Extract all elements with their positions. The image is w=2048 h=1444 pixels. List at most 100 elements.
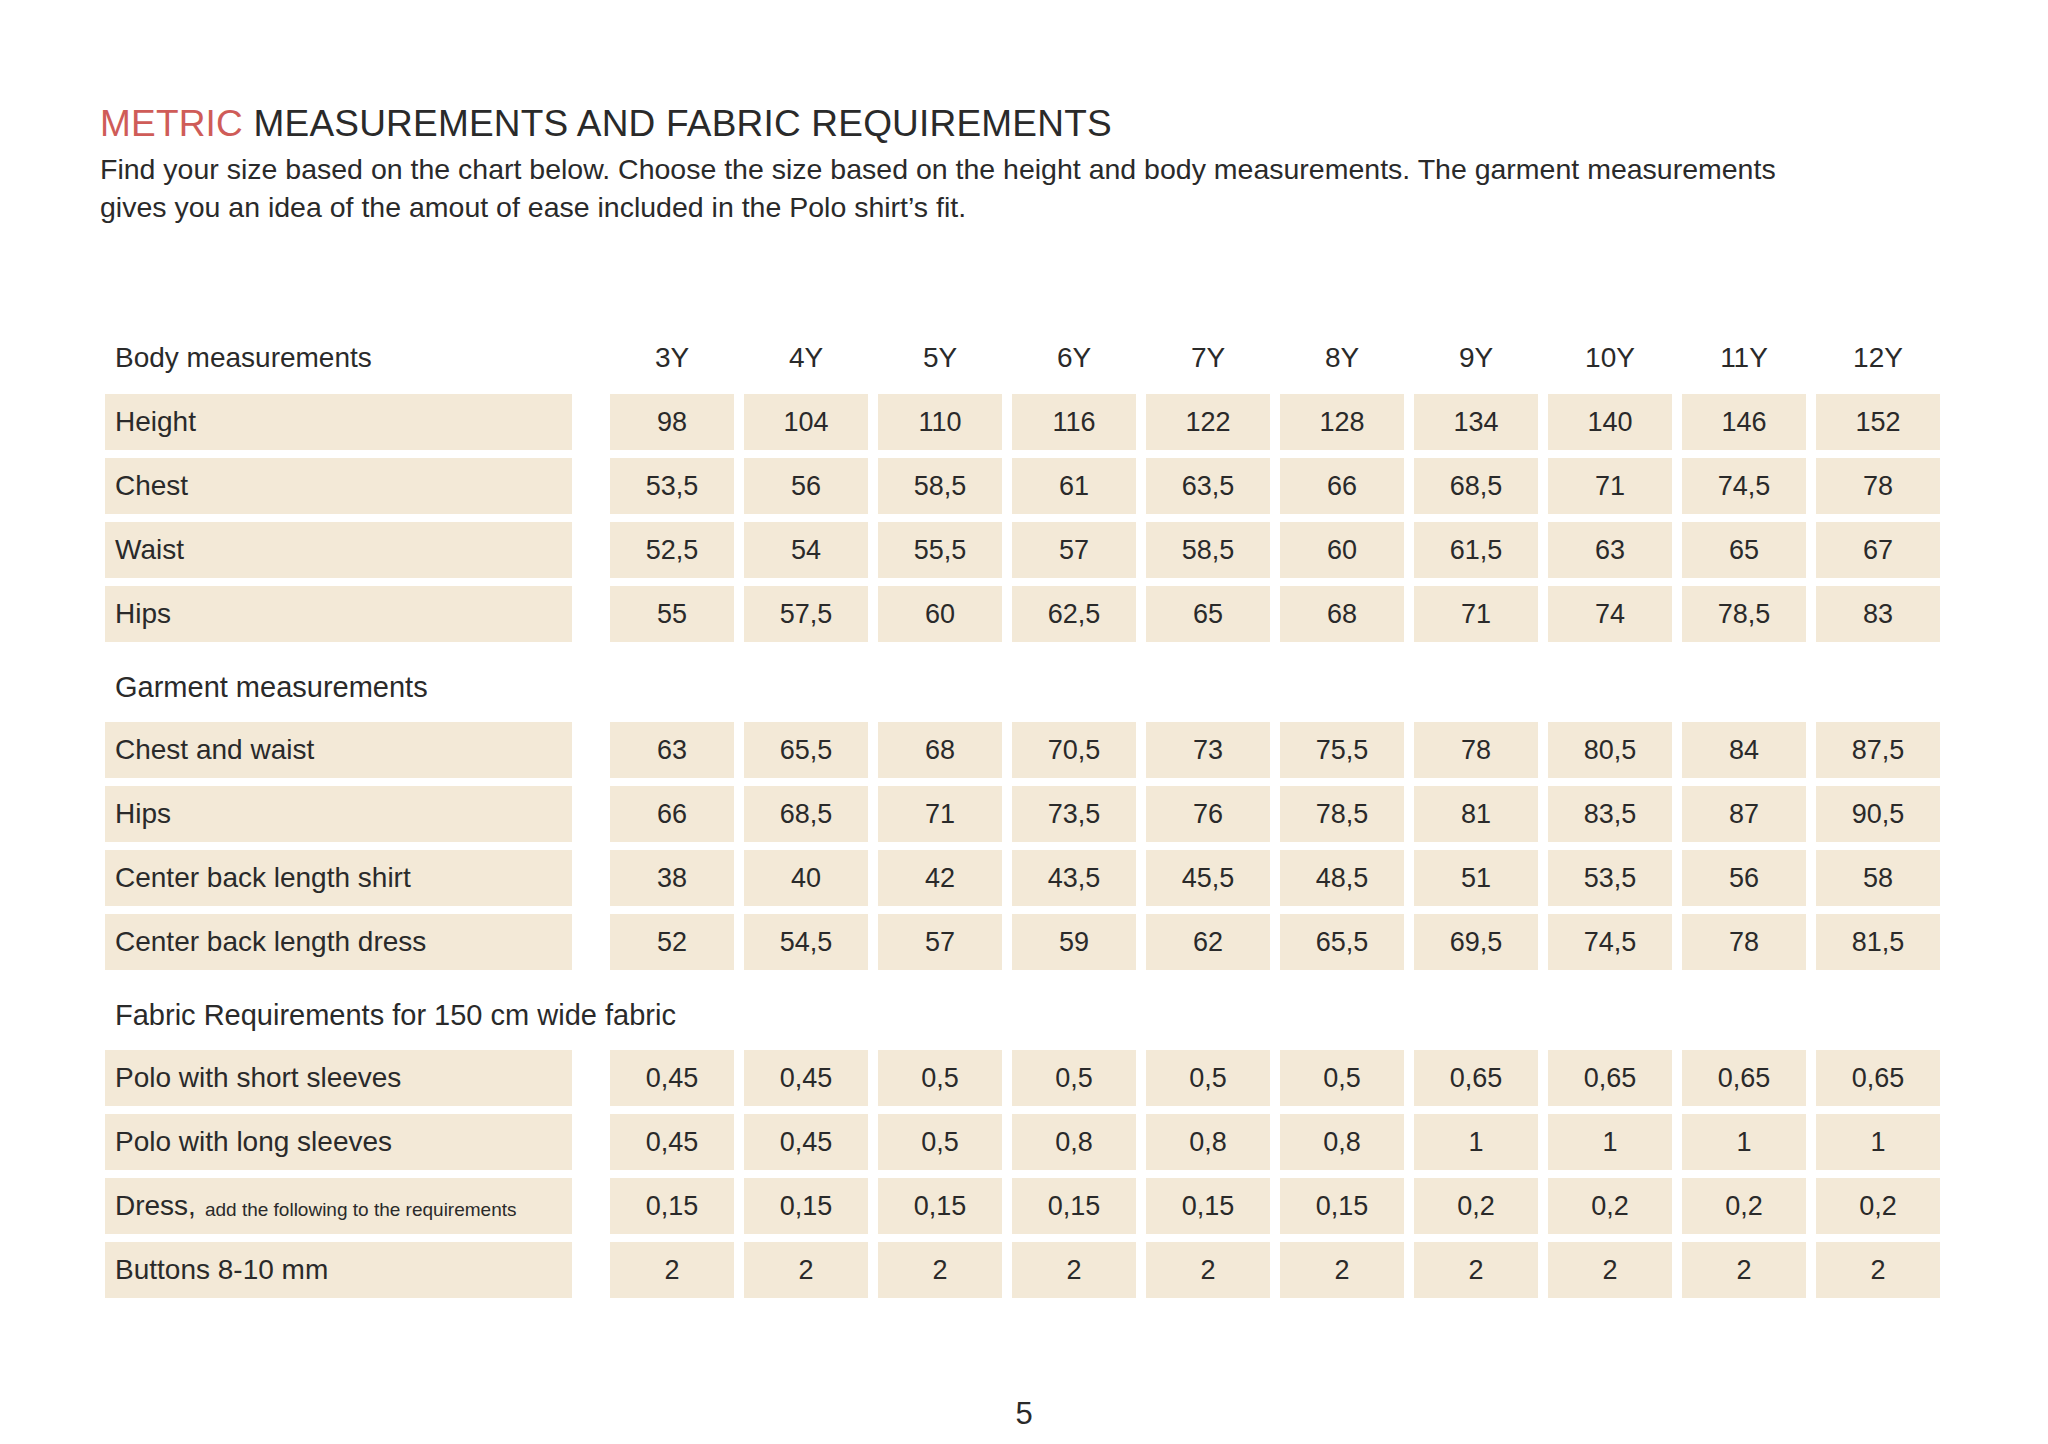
value-cell: 57 bbox=[1012, 522, 1136, 578]
row-label-text: Chest and waist bbox=[115, 734, 314, 766]
value-cell: 2 bbox=[1682, 1242, 1806, 1298]
row-label-text: Chest bbox=[115, 470, 188, 502]
value-cell: 56 bbox=[744, 458, 868, 514]
value-cell: 53,5 bbox=[610, 458, 734, 514]
value-cell: 2 bbox=[1012, 1242, 1136, 1298]
value-cell: 116 bbox=[1012, 394, 1136, 450]
table-row: Center back length dress5254,557596265,5… bbox=[105, 914, 1940, 970]
value-cell: 53,5 bbox=[1548, 850, 1672, 906]
row-label-text: Polo with short sleeves bbox=[115, 1062, 401, 1094]
value-cell: 80,5 bbox=[1548, 722, 1672, 778]
value-cell: 66 bbox=[610, 786, 734, 842]
value-cell: 98 bbox=[610, 394, 734, 450]
row-label-note: add the following to the requirements bbox=[205, 1192, 517, 1221]
row-label-text: Hips bbox=[115, 798, 171, 830]
size-column-header: 5Y bbox=[878, 330, 1002, 386]
table-section-header-row: Fabric Requirements for 150 cm wide fabr… bbox=[105, 978, 1940, 1042]
section-header-label: Fabric Requirements for 150 cm wide fabr… bbox=[105, 978, 1902, 1042]
size-column-header: 12Y bbox=[1816, 330, 1940, 386]
value-cell: 2 bbox=[744, 1242, 868, 1298]
table-section-header-row: Garment measurements bbox=[105, 650, 1940, 714]
value-cell: 0,8 bbox=[1012, 1114, 1136, 1170]
value-cell: 0,15 bbox=[610, 1178, 734, 1234]
value-cell: 2 bbox=[1816, 1242, 1940, 1298]
row-label: Height bbox=[105, 394, 572, 450]
value-cell: 74 bbox=[1548, 586, 1672, 642]
row-label: Polo with short sleeves bbox=[105, 1050, 572, 1106]
value-cell: 73,5 bbox=[1012, 786, 1136, 842]
value-cell: 38 bbox=[610, 850, 734, 906]
value-cell: 69,5 bbox=[1414, 914, 1538, 970]
value-cell: 56 bbox=[1682, 850, 1806, 906]
value-cell: 76 bbox=[1146, 786, 1270, 842]
page-title-highlight: METRIC bbox=[100, 103, 243, 144]
value-cell: 122 bbox=[1146, 394, 1270, 450]
page-title-rest: MEASUREMENTS AND FABRIC REQUIREMENTS bbox=[243, 103, 1112, 144]
value-cell: 54 bbox=[744, 522, 868, 578]
section-header-label: Garment measurements bbox=[105, 650, 1902, 714]
value-cell: 51 bbox=[1414, 850, 1538, 906]
intro-line-1: Find your size based on the chart below.… bbox=[100, 150, 1776, 188]
row-label: Waist bbox=[105, 522, 572, 578]
table-row: Hips6668,57173,57678,58183,58790,5 bbox=[105, 786, 1940, 842]
value-cell: 55 bbox=[610, 586, 734, 642]
row-label: Hips bbox=[105, 786, 572, 842]
row-label: Buttons 8-10 mm bbox=[105, 1242, 572, 1298]
value-cell: 73 bbox=[1146, 722, 1270, 778]
value-cell: 2 bbox=[610, 1242, 734, 1298]
row-label: Chest bbox=[105, 458, 572, 514]
row-label: Dress,add the following to the requireme… bbox=[105, 1178, 572, 1234]
value-cell: 67 bbox=[1816, 522, 1940, 578]
value-cell: 83 bbox=[1816, 586, 1940, 642]
value-cell: 0,2 bbox=[1682, 1178, 1806, 1234]
row-label: Chest and waist bbox=[105, 722, 572, 778]
value-cell: 0,2 bbox=[1548, 1178, 1672, 1234]
value-cell: 0,5 bbox=[1012, 1050, 1136, 1106]
value-cell: 65 bbox=[1682, 522, 1806, 578]
value-cell: 58 bbox=[1816, 850, 1940, 906]
value-cell: 0,5 bbox=[1280, 1050, 1404, 1106]
measurement-table: Body measurements3Y4Y5Y6Y7Y8Y9Y10Y11Y12Y… bbox=[105, 330, 1940, 1306]
value-cell: 78,5 bbox=[1280, 786, 1404, 842]
value-cell: 2 bbox=[1146, 1242, 1270, 1298]
table-row: Waist52,55455,55758,56061,5636567 bbox=[105, 522, 1940, 578]
value-cell: 0,45 bbox=[744, 1114, 868, 1170]
value-cell: 57 bbox=[878, 914, 1002, 970]
size-column-header: 10Y bbox=[1548, 330, 1672, 386]
value-cell: 63 bbox=[610, 722, 734, 778]
value-cell: 87,5 bbox=[1816, 722, 1940, 778]
row-label-text: Center back length shirt bbox=[115, 862, 411, 894]
row-label-text: Center back length dress bbox=[115, 926, 426, 958]
value-cell: 87 bbox=[1682, 786, 1806, 842]
value-cell: 0,2 bbox=[1414, 1178, 1538, 1234]
value-cell: 0,8 bbox=[1280, 1114, 1404, 1170]
row-label: Center back length dress bbox=[105, 914, 572, 970]
value-cell: 61 bbox=[1012, 458, 1136, 514]
row-label: Polo with long sleeves bbox=[105, 1114, 572, 1170]
value-cell: 2 bbox=[1280, 1242, 1404, 1298]
value-cell: 61,5 bbox=[1414, 522, 1538, 578]
value-cell: 63,5 bbox=[1146, 458, 1270, 514]
table-row: Center back length shirt38404243,545,548… bbox=[105, 850, 1940, 906]
row-label-text: Waist bbox=[115, 534, 184, 566]
value-cell: 58,5 bbox=[1146, 522, 1270, 578]
value-cell: 0,15 bbox=[744, 1178, 868, 1234]
table-sizes-header-row: Body measurements3Y4Y5Y6Y7Y8Y9Y10Y11Y12Y bbox=[105, 330, 1940, 386]
size-column-header: 11Y bbox=[1682, 330, 1806, 386]
value-cell: 140 bbox=[1548, 394, 1672, 450]
table-row: Buttons 8-10 mm2222222222 bbox=[105, 1242, 1940, 1298]
table-row: Chest53,55658,56163,56668,57174,578 bbox=[105, 458, 1940, 514]
value-cell: 1 bbox=[1816, 1114, 1940, 1170]
value-cell: 71 bbox=[1414, 586, 1538, 642]
value-cell: 42 bbox=[878, 850, 1002, 906]
value-cell: 0,65 bbox=[1414, 1050, 1538, 1106]
value-cell: 0,45 bbox=[610, 1050, 734, 1106]
value-cell: 74,5 bbox=[1682, 458, 1806, 514]
value-cell: 78,5 bbox=[1682, 586, 1806, 642]
value-cell: 65,5 bbox=[744, 722, 868, 778]
row-label: Body measurements bbox=[105, 330, 572, 386]
value-cell: 128 bbox=[1280, 394, 1404, 450]
value-cell: 78 bbox=[1682, 914, 1806, 970]
value-cell: 81,5 bbox=[1816, 914, 1940, 970]
table-row: Dress,add the following to the requireme… bbox=[105, 1178, 1940, 1234]
